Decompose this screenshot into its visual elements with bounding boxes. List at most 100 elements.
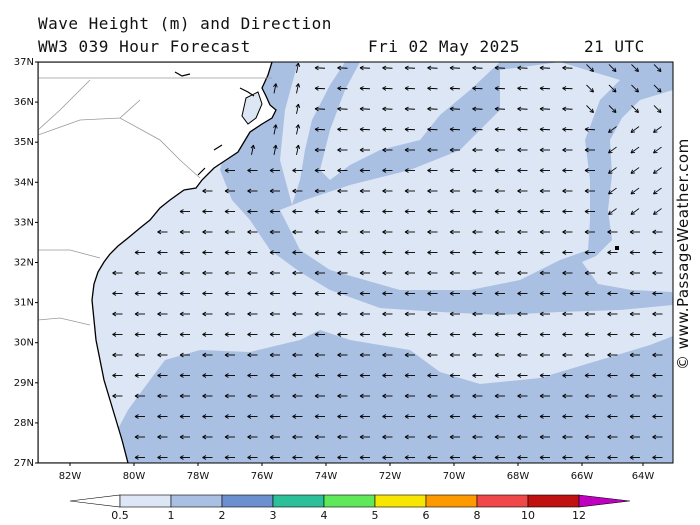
wave-arrow [382, 352, 393, 358]
wave-arrow [337, 188, 348, 194]
wave-arrow [586, 84, 594, 93]
wave-arrow [517, 65, 528, 71]
wave-arrow [629, 270, 640, 276]
wave-arrow [652, 332, 663, 337]
wave-arrow [652, 270, 663, 276]
wave-arrow [584, 352, 595, 358]
wave-arrow [382, 291, 393, 296]
wave-arrow [134, 393, 145, 399]
lon-label: 68W [507, 471, 530, 482]
wave-arrow [472, 270, 483, 276]
wave-arrow [562, 168, 573, 173]
wave-arrow [112, 291, 123, 296]
wave-arrow [427, 455, 438, 460]
wave-arrow [224, 209, 235, 214]
wave-arrow [224, 455, 235, 460]
wave-arrow [404, 311, 415, 317]
wave-arrow [539, 332, 550, 337]
wave-arrow [607, 373, 618, 378]
lon-label: 72W [379, 471, 402, 482]
wave-arrow [382, 106, 393, 112]
wave-arrow [314, 229, 325, 235]
wave-arrow [314, 86, 326, 91]
colorbar-swatch [527, 494, 580, 508]
wave-arrow [653, 208, 662, 215]
wave-arrow [247, 332, 258, 337]
wave-arrow [449, 106, 461, 112]
wave-arrow [179, 291, 190, 296]
colorbar-label: 12 [572, 509, 586, 522]
wave-arrow [382, 373, 393, 378]
wave-arrow [584, 250, 595, 255]
wave-arrow [539, 127, 551, 132]
wave-arrow [631, 84, 639, 93]
wave-arrow [562, 311, 573, 317]
wave-arrow [562, 332, 573, 337]
wave-arrow [382, 127, 393, 132]
wave-arrow [653, 105, 662, 113]
wave-arrow [494, 311, 505, 317]
wave-arrow [157, 352, 168, 358]
wave-arrow [517, 209, 528, 214]
wave-arrow [247, 270, 258, 276]
wave-arrow [404, 393, 415, 399]
colorbar-label: 1 [168, 509, 175, 522]
wave-arrow [247, 209, 258, 214]
wave-arrow [404, 352, 415, 358]
wave-arrow [292, 332, 303, 337]
wave-arrow [449, 188, 460, 194]
wave-arrow [247, 455, 258, 460]
wave-arrow [337, 65, 348, 71]
wave-arrow [269, 373, 280, 378]
wave-arrow [449, 332, 460, 337]
wave-arrow [449, 455, 460, 460]
wave-arrow [607, 414, 618, 419]
wave-arrow [224, 188, 235, 194]
wave-arrow [652, 352, 663, 358]
colorbar-swatch [119, 494, 172, 508]
wave-arrow [494, 352, 505, 358]
wave-arrow [134, 270, 145, 276]
wave-arrow [292, 168, 303, 173]
wave-arrow [359, 373, 370, 378]
wave-arrow [472, 229, 483, 235]
wave-arrow [562, 291, 573, 296]
wave-arrow [337, 229, 348, 235]
wave-arrow [539, 414, 550, 419]
wave-arrow [539, 434, 550, 440]
wave-arrow [224, 270, 235, 276]
wave-arrow [179, 352, 190, 358]
wave-arrow [202, 270, 213, 276]
wave-arrow [608, 208, 617, 215]
wave-band-east-gap [320, 62, 500, 180]
wave-arrow [134, 373, 145, 378]
wave-arrow [337, 147, 348, 153]
wave-arrow [449, 209, 460, 214]
wave-direction-arrows [112, 62, 663, 460]
wave-arrow [539, 147, 550, 153]
wave-arrow [404, 65, 416, 71]
wave-arrow [247, 250, 258, 255]
wave-arrow [652, 455, 663, 460]
wave-arrow [494, 147, 505, 153]
wave-arrow [608, 84, 617, 93]
wave-arrow [472, 352, 483, 358]
wave-arrow [472, 65, 483, 71]
wave-arrow [337, 434, 348, 440]
wave-arrow [449, 311, 460, 317]
wave-arrow [382, 188, 393, 194]
wave-arrow [179, 434, 190, 440]
wave-arrow [653, 126, 662, 133]
wave-arrow [292, 373, 303, 378]
wave-arrow [517, 86, 528, 91]
wave-arrow [337, 455, 348, 460]
wave-arrow [653, 84, 662, 93]
wave-arrow [157, 373, 168, 378]
wave-arrow [494, 455, 505, 460]
wave-arrow [359, 352, 370, 358]
wave-arrow [494, 86, 506, 91]
colorbar-swatch [272, 494, 325, 508]
wave-arrow [134, 332, 145, 337]
wave-arrow [337, 393, 348, 399]
